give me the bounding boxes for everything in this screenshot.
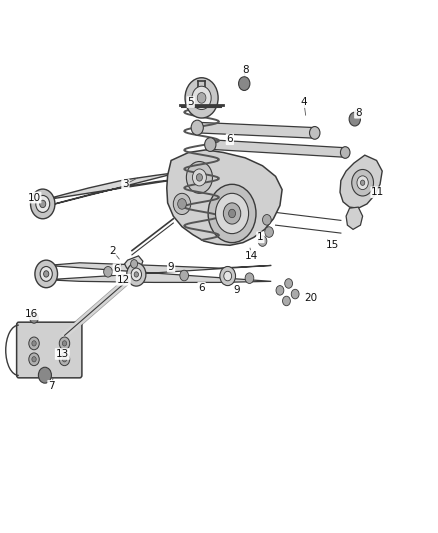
Circle shape — [186, 161, 212, 193]
Polygon shape — [124, 256, 143, 271]
Circle shape — [192, 86, 211, 110]
Circle shape — [131, 268, 141, 281]
Polygon shape — [47, 263, 271, 282]
Text: 9: 9 — [168, 262, 174, 271]
Circle shape — [127, 263, 146, 286]
Circle shape — [185, 78, 218, 118]
Circle shape — [197, 93, 206, 103]
Circle shape — [32, 357, 36, 362]
Circle shape — [229, 209, 236, 217]
Circle shape — [131, 260, 138, 268]
Circle shape — [239, 77, 250, 91]
Circle shape — [192, 169, 206, 186]
Circle shape — [205, 138, 216, 151]
Circle shape — [291, 289, 299, 299]
Polygon shape — [167, 150, 282, 245]
Circle shape — [36, 196, 49, 213]
Circle shape — [223, 203, 241, 224]
Circle shape — [360, 180, 365, 185]
Text: 6: 6 — [226, 134, 233, 144]
Polygon shape — [346, 207, 363, 229]
Text: 15: 15 — [325, 240, 339, 251]
Text: 12: 12 — [117, 274, 130, 285]
Circle shape — [40, 200, 46, 208]
Text: 7: 7 — [48, 381, 55, 391]
Text: 10: 10 — [28, 192, 41, 203]
Text: 9: 9 — [233, 285, 240, 295]
Text: 2: 2 — [109, 246, 116, 256]
Circle shape — [224, 271, 232, 281]
Text: 6: 6 — [198, 282, 205, 293]
Circle shape — [352, 169, 374, 196]
Text: 8: 8 — [355, 108, 362, 118]
Text: 14: 14 — [245, 251, 258, 261]
Circle shape — [340, 147, 350, 158]
Circle shape — [265, 227, 273, 237]
Circle shape — [30, 313, 39, 323]
Circle shape — [276, 286, 284, 295]
Circle shape — [31, 189, 55, 219]
Polygon shape — [210, 140, 346, 157]
Circle shape — [208, 184, 256, 243]
Circle shape — [32, 341, 36, 346]
Polygon shape — [340, 155, 382, 208]
FancyBboxPatch shape — [17, 322, 82, 378]
Text: 3: 3 — [122, 179, 129, 189]
Circle shape — [39, 367, 51, 383]
Text: 6: 6 — [113, 264, 120, 274]
Circle shape — [196, 174, 202, 181]
Circle shape — [357, 176, 368, 190]
Circle shape — [191, 120, 203, 135]
Circle shape — [180, 270, 188, 281]
Circle shape — [35, 260, 57, 288]
Circle shape — [29, 337, 39, 350]
Text: 8: 8 — [242, 66, 248, 75]
Text: 16: 16 — [25, 309, 39, 319]
Circle shape — [40, 266, 52, 281]
Circle shape — [29, 353, 39, 366]
Circle shape — [173, 193, 191, 215]
Circle shape — [59, 353, 70, 366]
Circle shape — [283, 296, 290, 306]
Circle shape — [258, 236, 267, 246]
Circle shape — [134, 272, 138, 277]
Circle shape — [44, 271, 49, 277]
Circle shape — [215, 193, 249, 233]
Circle shape — [178, 199, 186, 209]
Circle shape — [104, 266, 113, 277]
Circle shape — [285, 279, 293, 288]
Circle shape — [220, 266, 236, 286]
Circle shape — [262, 215, 271, 225]
Text: 1: 1 — [257, 232, 264, 243]
Text: 13: 13 — [56, 349, 69, 359]
Polygon shape — [43, 172, 180, 207]
Text: 5: 5 — [187, 97, 194, 107]
Circle shape — [62, 341, 67, 346]
Circle shape — [245, 273, 254, 284]
Circle shape — [59, 337, 70, 350]
Text: 20: 20 — [304, 293, 317, 303]
Text: 4: 4 — [300, 97, 307, 107]
Circle shape — [349, 112, 360, 126]
Circle shape — [62, 357, 67, 362]
Text: 11: 11 — [371, 187, 385, 197]
Circle shape — [310, 126, 320, 139]
Polygon shape — [197, 122, 315, 138]
